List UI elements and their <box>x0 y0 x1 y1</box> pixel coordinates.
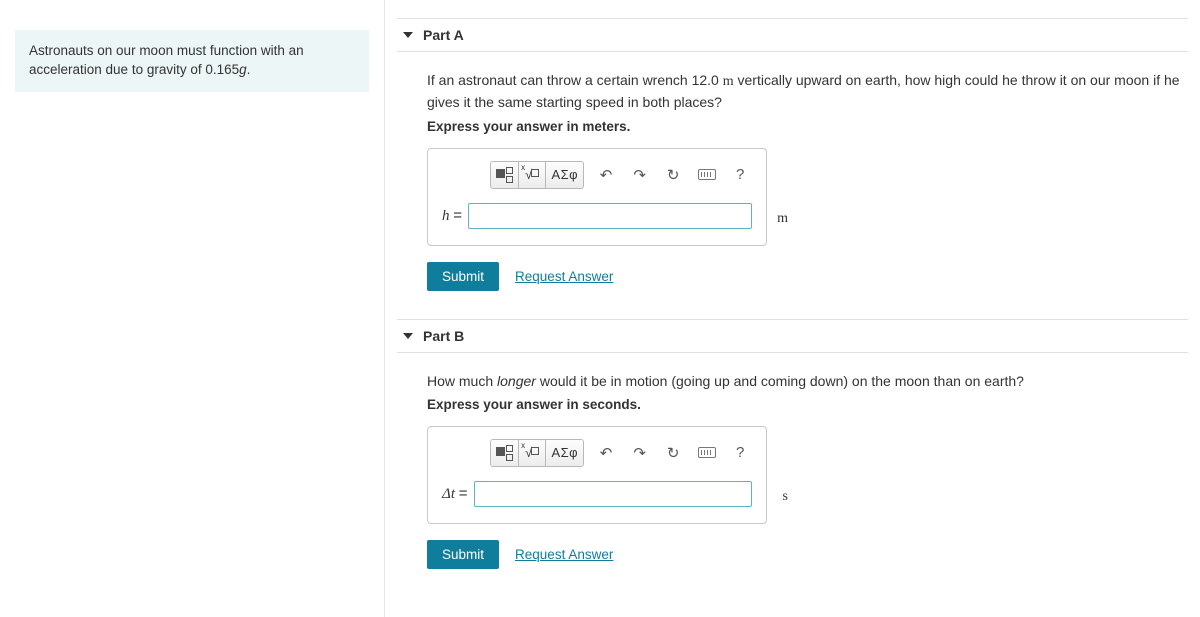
redo-icon[interactable]: ↷ <box>628 162 652 188</box>
equation-toolbar: x√ ΑΣφ ↶ ↷ ↻ ? <box>490 161 752 189</box>
part-a-answer-box: x√ ΑΣφ ↶ ↷ ↻ ? h = m <box>427 148 767 246</box>
help-icon[interactable]: ? <box>728 162 752 188</box>
chevron-down-icon <box>403 333 413 339</box>
redo-icon[interactable]: ↷ <box>628 440 652 466</box>
sqrt-icon[interactable]: x√ <box>518 440 545 466</box>
undo-icon[interactable]: ↶ <box>594 162 618 188</box>
keyboard-icon[interactable] <box>695 440 719 466</box>
greek-icon[interactable]: ΑΣφ <box>545 440 583 466</box>
greek-icon[interactable]: ΑΣφ <box>545 162 583 188</box>
part-b-unit: s <box>783 489 788 505</box>
part-b-input[interactable] <box>474 481 753 507</box>
keyboard-icon[interactable] <box>695 162 719 188</box>
part-a-request-answer-link[interactable]: Request Answer <box>515 269 613 284</box>
part-a-submit-button[interactable]: Submit <box>427 262 499 291</box>
part-b-question: How much longer would it be in motion (g… <box>427 371 1182 391</box>
part-b-title: Part B <box>423 328 464 344</box>
help-icon[interactable]: ? <box>728 440 752 466</box>
part-b-request-answer-link[interactable]: Request Answer <box>515 547 613 562</box>
part-a-title: Part A <box>423 27 464 43</box>
reset-icon[interactable]: ↻ <box>661 162 685 188</box>
template-icon[interactable] <box>491 440 518 466</box>
problem-statement: Astronauts on our moon must function wit… <box>15 30 369 92</box>
undo-icon[interactable]: ↶ <box>594 440 618 466</box>
part-a-instruction: Express your answer in meters. <box>427 119 1182 134</box>
part-b-submit-button[interactable]: Submit <box>427 540 499 569</box>
part-b-variable: Δt = <box>442 485 468 503</box>
reset-icon[interactable]: ↻ <box>661 440 685 466</box>
part-a-unit: m <box>777 211 788 227</box>
part-a-question: If an astronaut can throw a certain wren… <box>427 70 1182 113</box>
part-b-header[interactable]: Part B <box>397 319 1188 353</box>
part-b-answer-box: x√ ΑΣφ ↶ ↷ ↻ ? Δt = s <box>427 426 767 524</box>
part-a-input[interactable] <box>468 203 752 229</box>
part-a: Part A If an astronaut can throw a certa… <box>397 18 1188 291</box>
sqrt-icon[interactable]: x√ <box>518 162 545 188</box>
chevron-down-icon <box>403 32 413 38</box>
equation-toolbar: x√ ΑΣφ ↶ ↷ ↻ ? <box>490 439 752 467</box>
part-a-variable: h = <box>442 207 462 225</box>
part-a-header[interactable]: Part A <box>397 18 1188 52</box>
part-b-instruction: Express your answer in seconds. <box>427 397 1182 412</box>
part-b: Part B How much longer would it be in mo… <box>397 319 1188 569</box>
template-icon[interactable] <box>491 162 518 188</box>
